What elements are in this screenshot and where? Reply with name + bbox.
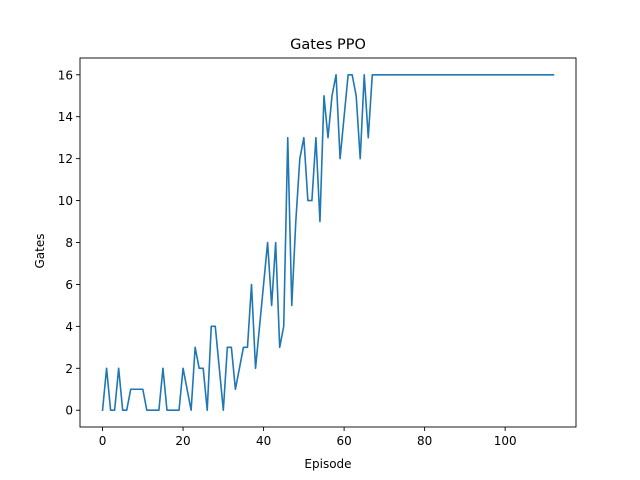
y-tick-label: 8 xyxy=(65,236,73,250)
y-tick-label: 14 xyxy=(58,110,73,124)
y-tick-label: 6 xyxy=(65,278,73,292)
x-tick-label: 20 xyxy=(175,434,190,448)
y-tick-label: 10 xyxy=(58,194,73,208)
y-axis-title: Gates xyxy=(33,234,47,269)
x-axis-title: Episode xyxy=(304,457,351,471)
y-tick-label: 0 xyxy=(65,404,73,418)
series-line-0 xyxy=(101,73,555,412)
x-tick-label: 100 xyxy=(494,434,517,448)
y-tick-label: 12 xyxy=(58,152,73,166)
y-tick-label: 4 xyxy=(65,320,73,334)
plot-area: 0 20 40 60 80 100 0 2 4 6 8 10 12 14 16 xyxy=(58,57,577,448)
y-tick-label: 2 xyxy=(65,362,73,376)
y-tick-label: 16 xyxy=(58,68,73,82)
x-tick-label: 40 xyxy=(256,434,271,448)
x-tick-label: 60 xyxy=(336,434,351,448)
chart-title: Gates PPO xyxy=(290,37,366,53)
x-tick-label: 80 xyxy=(417,434,432,448)
x-tick-label: 0 xyxy=(99,434,107,448)
